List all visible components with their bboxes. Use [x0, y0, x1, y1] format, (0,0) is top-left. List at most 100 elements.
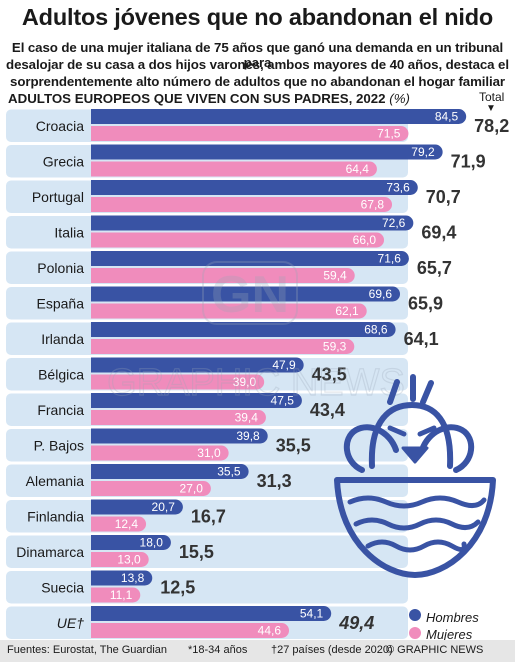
bar-mujeres-5 — [91, 268, 355, 283]
bar-mujeres-15 — [91, 623, 290, 639]
total-label-3: 70,7 — [426, 187, 461, 207]
alert-mark-left — [387, 379, 400, 405]
bar-mujeres-7 — [91, 339, 355, 354]
value-label-hombres-10: 39,8 — [236, 429, 260, 443]
graphic-news-watermark: GN GRAPHIC NEWS — [107, 261, 405, 405]
value-label-hombres-9: 47,5 — [271, 394, 295, 408]
value-label-hombres-1: 84,5 — [435, 110, 459, 124]
category-label-12: Finlandia — [27, 509, 84, 525]
bird-eye-right — [417, 425, 437, 437]
chart-title: Adultos jóvenes que no abandonan el nido — [21, 4, 494, 30]
bar-mujeres-1 — [91, 126, 409, 141]
value-label-mujeres-1: 71,5 — [377, 127, 401, 141]
bar-chart: 84,5 71,5 Croacia 78,2 79,2 64,4 Grecia 71,9 73,… — [6, 109, 509, 639]
bar-hombres-13 — [91, 535, 171, 550]
footer-note-age: *18-34 años — [188, 644, 248, 656]
total-label-1: 78,2 — [474, 116, 509, 136]
bar-mujeres-10 — [91, 445, 229, 461]
total-label-4: 69,4 — [421, 223, 456, 243]
bar-mujeres-14 — [91, 587, 141, 603]
watermark-logo-letters: GN — [211, 266, 289, 324]
category-label-10: P. Bajos — [34, 438, 84, 454]
chart-unit: (%) — [389, 91, 410, 106]
value-label-mujeres-3: 67,8 — [361, 198, 385, 212]
value-label-mujeres-2: 64,4 — [346, 162, 370, 176]
bar-mujeres-6 — [91, 303, 367, 319]
chart-heading: ADULTOS EUROPEOS QUE VIVEN CON SUS PADRE… — [8, 91, 410, 106]
total-label-10: 35,5 — [276, 436, 311, 456]
bar-hombres-11 — [91, 464, 249, 479]
bird-eye-left — [387, 425, 407, 437]
labels-layer: 84,5 71,5 Croacia 78,2 79,2 64,4 Grecia 71,9 73,… — [16, 110, 509, 638]
legend-mujeres-label: Mujeres — [426, 627, 473, 642]
value-label-hombres-8: 47,9 — [272, 358, 296, 372]
bar-hombres-14 — [91, 570, 153, 586]
value-label-mujeres-4: 66,0 — [353, 233, 377, 247]
total-label-13: 15,5 — [179, 542, 214, 562]
bar-mujeres-13 — [91, 552, 149, 567]
value-label-mujeres-6: 62,1 — [335, 304, 359, 318]
value-label-mujeres-10: 31,0 — [197, 446, 221, 460]
total-label-14: 12,5 — [160, 578, 195, 598]
value-label-hombres-6: 69,6 — [369, 287, 393, 301]
total-label-9: 43,4 — [310, 400, 345, 420]
legend-mujeres-swatch — [409, 627, 421, 639]
bar-hombres-15 — [91, 606, 332, 621]
total-label-15: 49,4 — [338, 613, 374, 633]
nest-line-1 — [347, 495, 487, 509]
total-label-5: 65,7 — [417, 258, 452, 278]
category-label-15: UE† — [57, 615, 84, 631]
legend-hombres-label: Hombres — [426, 610, 479, 625]
bar-hombres-3 — [91, 180, 418, 195]
bar-mujeres-12 — [91, 516, 147, 532]
category-label-1: Croacia — [36, 118, 84, 134]
category-label-13: Dinamarca — [16, 544, 84, 560]
value-label-mujeres-11: 27,0 — [180, 482, 204, 496]
bar-hombres-1 — [91, 109, 467, 124]
value-label-mujeres-5: 59,4 — [323, 269, 347, 283]
bar-mujeres-2 — [91, 161, 377, 177]
category-label-4: Italia — [54, 225, 84, 241]
bars-layer — [91, 109, 467, 639]
bar-hombres-9 — [91, 393, 302, 408]
watermark-text: GRAPHIC NEWS — [107, 362, 405, 404]
bird-left — [344, 424, 399, 473]
value-label-hombres-5: 71,6 — [378, 252, 402, 266]
value-label-mujeres-7: 59,3 — [323, 340, 347, 354]
birds-in-nest-icon — [334, 374, 496, 578]
category-label-8: Bélgica — [38, 367, 84, 383]
value-label-mujeres-8: 39,0 — [233, 375, 257, 389]
bar-hombres-4 — [91, 215, 414, 231]
legend-hombres-swatch — [409, 609, 421, 621]
value-label-hombres-3: 73,6 — [386, 181, 410, 195]
total-arrow-icon: ▼ — [486, 103, 496, 114]
nest-line-3 — [365, 539, 467, 553]
category-label-3: Portugal — [32, 189, 84, 205]
footer: Fuentes: Eurostat, The Guardian *18-34 a… — [0, 640, 515, 662]
value-label-hombres-13: 18,0 — [140, 536, 164, 550]
value-label-hombres-7: 68,6 — [364, 323, 388, 337]
bird-center — [368, 402, 454, 469]
value-label-hombres-4: 72,6 — [382, 216, 406, 230]
watermark-logo-frame — [202, 261, 298, 325]
bar-mujeres-4 — [91, 232, 385, 248]
total-label-2: 71,9 — [451, 152, 486, 172]
footer-sources: Fuentes: Eurostat, The Guardian — [7, 644, 167, 656]
value-label-hombres-2: 79,2 — [411, 145, 435, 159]
bar-mujeres-8 — [91, 374, 265, 390]
total-label-7: 64,1 — [404, 329, 439, 349]
alert-mark-right — [420, 380, 434, 405]
subtitle-line-3: sorprendentemente alto número de adultos… — [10, 74, 505, 89]
bar-mujeres-11 — [91, 481, 211, 496]
category-label-11: Alemania — [26, 473, 85, 489]
bar-mujeres-9 — [91, 410, 266, 425]
total-label-6: 65,9 — [408, 294, 443, 314]
bar-hombres-8 — [91, 357, 304, 373]
category-label-14: Suecia — [41, 580, 84, 596]
category-label-9: Francia — [37, 402, 84, 418]
total-column-label: Total — [479, 90, 505, 104]
bar-hombres-7 — [91, 322, 396, 337]
footer-note-eu: †27 países (desde 2020) — [271, 644, 393, 656]
total-label-8: 43,5 — [312, 365, 347, 385]
value-label-mujeres-14: 11,1 — [110, 588, 133, 602]
